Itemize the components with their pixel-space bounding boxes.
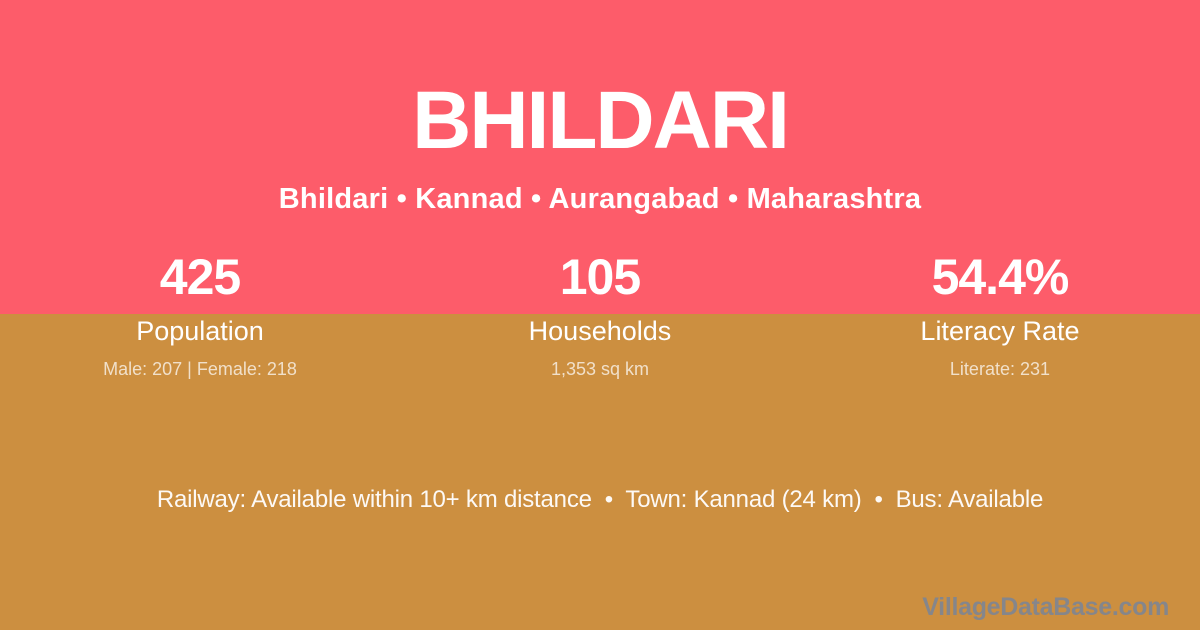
population-value: 425 xyxy=(159,249,241,305)
literacy-label: Literacy Rate xyxy=(920,316,1080,346)
households-value: 105 xyxy=(559,249,641,305)
households-detail: 1,353 sq km xyxy=(550,358,649,379)
breadcrumb: Bhildari • Kannad • Aurangabad • Maharas… xyxy=(278,183,922,215)
stats-row: 425 Population Male: 207 | Female: 218 1… xyxy=(0,252,1200,379)
bottom-band xyxy=(0,314,1200,630)
households-label: Households xyxy=(528,316,672,346)
population-label: Population xyxy=(136,316,264,346)
population-detail: Male: 207 | Female: 218 xyxy=(103,358,297,379)
page-title: BHILDARI xyxy=(412,75,790,166)
top-band xyxy=(0,0,1200,314)
stat-population: 425 Population Male: 207 | Female: 218 xyxy=(0,252,400,379)
watermark-brand: VillageDataBase.com xyxy=(922,593,1169,621)
literacy-detail: Literate: 231 xyxy=(949,358,1050,379)
stat-literacy: 54.4% Literacy Rate Literate: 231 xyxy=(800,252,1200,379)
stat-households: 105 Households 1,353 sq km xyxy=(400,252,800,379)
literacy-value: 54.4% xyxy=(931,249,1070,305)
transport-info: Railway: Available within 10+ km distanc… xyxy=(156,486,1044,513)
